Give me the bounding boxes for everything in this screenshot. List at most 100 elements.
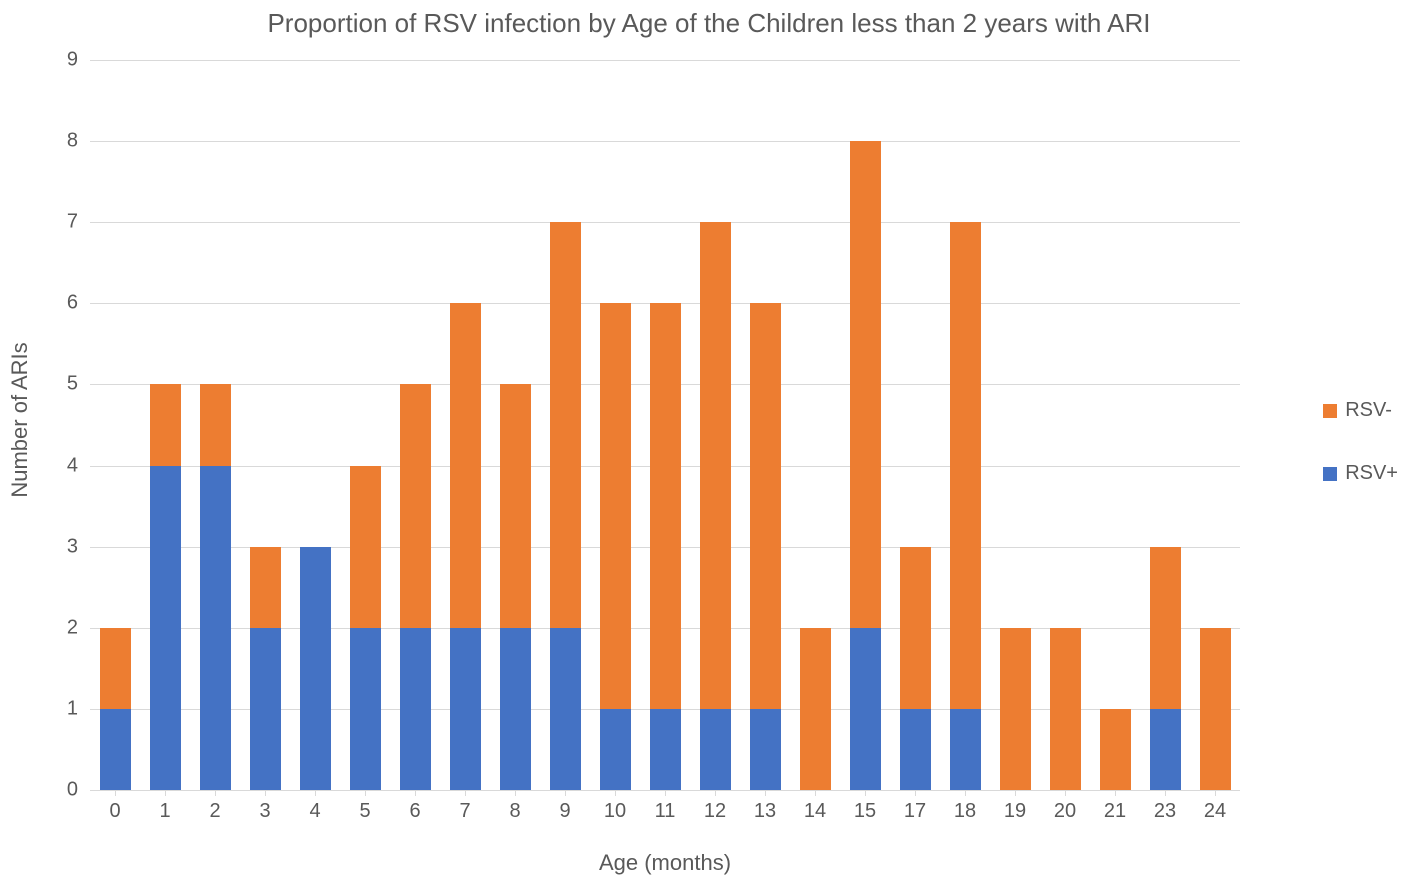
bar-segment-rsv <box>200 384 231 465</box>
bar-group <box>900 60 931 790</box>
bar-group <box>550 60 581 790</box>
bar-segment-rsv <box>1050 628 1081 790</box>
bar-group <box>200 60 231 790</box>
bar-segment-rsv <box>1200 628 1231 790</box>
bar-group <box>400 60 431 790</box>
legend-item: RSV+ <box>1323 462 1398 485</box>
y-tick-label: 3 <box>48 535 78 558</box>
x-tick-label: 0 <box>109 800 120 823</box>
bar-group <box>850 60 881 790</box>
x-tick-label: 11 <box>655 800 676 823</box>
bar-segment-rsv <box>650 709 681 790</box>
bar-segment-rsv <box>300 547 331 790</box>
x-tick-mark <box>1115 790 1116 796</box>
bar-group <box>250 60 281 790</box>
bar-group <box>500 60 531 790</box>
x-tick-mark <box>1015 790 1016 796</box>
x-tick-label: 20 <box>1054 800 1076 823</box>
x-tick-mark <box>1165 790 1166 796</box>
bar-group <box>950 60 981 790</box>
x-tick-mark <box>115 790 116 796</box>
bar-segment-rsv <box>750 303 781 709</box>
chart-title: Proportion of RSV infection by Age of th… <box>0 8 1418 39</box>
bar-group <box>1050 60 1081 790</box>
bar-segment-rsv <box>900 547 931 709</box>
x-tick-mark <box>1215 790 1216 796</box>
bar-segment-rsv <box>900 709 931 790</box>
x-tick-label: 2 <box>209 800 220 823</box>
x-tick-mark <box>615 790 616 796</box>
x-tick-mark <box>265 790 266 796</box>
x-axis-label: Age (months) <box>0 850 1240 876</box>
bar-segment-rsv <box>450 303 481 627</box>
bar-group <box>800 60 831 790</box>
y-tick-label: 4 <box>48 454 78 477</box>
legend-item: RSV- <box>1323 399 1398 422</box>
y-tick-label: 5 <box>48 373 78 396</box>
bar-group <box>150 60 181 790</box>
bar-segment-rsv <box>650 303 681 709</box>
bar-segment-rsv <box>100 709 131 790</box>
x-tick-mark <box>515 790 516 796</box>
x-tick-label: 23 <box>1154 800 1176 823</box>
x-tick-mark <box>315 790 316 796</box>
bar-segment-rsv <box>850 141 881 628</box>
bar-segment-rsv <box>450 628 481 790</box>
x-tick-mark <box>415 790 416 796</box>
bar-segment-rsv <box>500 384 531 627</box>
bar-group <box>1150 60 1181 790</box>
x-tick-label: 13 <box>754 800 776 823</box>
bar-group <box>750 60 781 790</box>
y-axis-label: Number of ARIs <box>7 342 33 497</box>
x-tick-mark <box>815 790 816 796</box>
bar-group <box>450 60 481 790</box>
bar-segment-rsv <box>400 384 431 627</box>
y-tick-label: 9 <box>48 49 78 72</box>
bar-segment-rsv <box>550 222 581 628</box>
bar-segment-rsv <box>250 547 281 628</box>
bar-segment-rsv <box>400 628 431 790</box>
legend-swatch <box>1323 467 1337 481</box>
x-tick-label: 9 <box>559 800 570 823</box>
x-tick-label: 19 <box>1004 800 1026 823</box>
bar-segment-rsv <box>1150 547 1181 709</box>
x-tick-mark <box>765 790 766 796</box>
x-tick-label: 3 <box>259 800 270 823</box>
bar-group <box>1100 60 1131 790</box>
bar-group <box>1000 60 1031 790</box>
x-tick-label: 12 <box>704 800 726 823</box>
bar-group <box>1200 60 1231 790</box>
bar-segment-rsv <box>1000 628 1031 790</box>
bar-segment-rsv <box>700 709 731 790</box>
legend-label: RSV+ <box>1345 462 1398 485</box>
x-tick-label: 24 <box>1204 800 1226 823</box>
y-tick-label: 6 <box>48 292 78 315</box>
bar-group <box>300 60 331 790</box>
x-tick-label: 15 <box>854 800 876 823</box>
x-tick-mark <box>915 790 916 796</box>
legend-label: RSV- <box>1345 399 1392 422</box>
x-tick-mark <box>165 790 166 796</box>
x-tick-mark <box>1065 790 1066 796</box>
bar-group <box>100 60 131 790</box>
bar-segment-rsv <box>1100 709 1131 790</box>
x-tick-mark <box>715 790 716 796</box>
x-tick-label: 18 <box>954 800 976 823</box>
y-tick-label: 7 <box>48 211 78 234</box>
bar-segment-rsv <box>550 628 581 790</box>
bar-group <box>700 60 731 790</box>
x-tick-mark <box>665 790 666 796</box>
y-tick-label: 0 <box>48 779 78 802</box>
bar-segment-rsv <box>850 628 881 790</box>
bar-group <box>600 60 631 790</box>
bar-segment-rsv <box>350 628 381 790</box>
x-tick-mark <box>215 790 216 796</box>
x-tick-label: 8 <box>509 800 520 823</box>
y-tick-label: 2 <box>48 616 78 639</box>
bar-segment-rsv <box>950 709 981 790</box>
bar-segment-rsv <box>200 466 231 790</box>
x-tick-mark <box>565 790 566 796</box>
bar-segment-rsv <box>150 466 181 790</box>
x-tick-label: 14 <box>804 800 826 823</box>
x-tick-mark <box>465 790 466 796</box>
